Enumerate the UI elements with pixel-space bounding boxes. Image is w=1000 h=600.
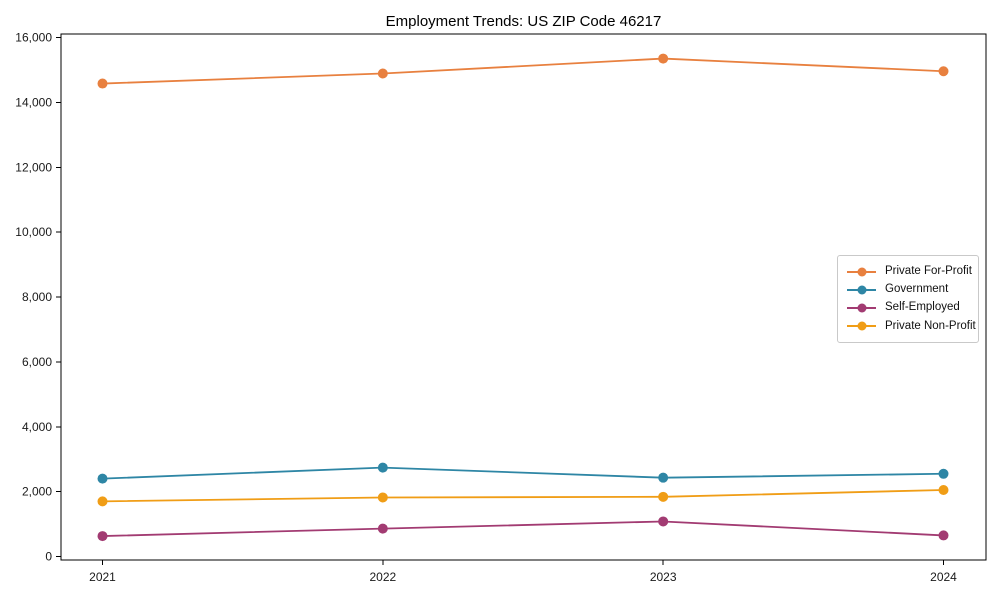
data-point-private-non-profit-2024	[938, 485, 949, 496]
y-tick-label: 14,000	[15, 95, 52, 109]
legend-label: Self-Employed	[885, 301, 960, 314]
legend-label: Government	[885, 283, 949, 296]
x-tick-label: 2021	[89, 570, 116, 584]
legend-item: Private Non-Profit	[847, 320, 976, 333]
axes: 0 2,000 4,000 6,000 8,000 10,000 12,000 14,000 1…	[15, 31, 987, 584]
y-tick-label: 4,000	[22, 420, 52, 434]
y-tick-label: 0	[45, 550, 52, 564]
legend-marker-icon	[847, 284, 876, 295]
data-point-private-for-profit-2022	[377, 68, 388, 79]
series-line-government	[102, 466, 944, 480]
y-tick-label: 16,000	[15, 31, 52, 45]
data-point-self-employed-2022	[377, 523, 388, 534]
data-point-private-non-profit-2022	[377, 492, 388, 503]
series-line-self-employed	[102, 520, 944, 537]
data-point-private-non-profit-2021	[97, 496, 108, 507]
y-tick-label: 8,000	[22, 290, 52, 304]
legend-item: Private For-Profit	[847, 264, 972, 278]
data-point-private-for-profit-2021	[97, 78, 108, 89]
series-line-private-for-profit	[102, 57, 944, 85]
x-tick-label: 2024	[930, 570, 957, 584]
legend-marker-icon	[847, 321, 876, 332]
legend-marker-icon	[847, 303, 876, 314]
y-tick-label: 10,000	[15, 225, 52, 239]
y-tick-label: 6,000	[22, 355, 52, 369]
data-point-private-for-profit-2024	[938, 66, 949, 77]
data-point-government-2022	[377, 462, 388, 473]
y-tick-label: 12,000	[15, 160, 52, 174]
data-point-self-employed-2023	[658, 516, 669, 527]
data-point-private-non-profit-2023	[658, 491, 669, 502]
x-tick-label: 2023	[650, 570, 677, 584]
data-point-government-2024	[938, 468, 949, 479]
data-point-government-2023	[658, 472, 669, 483]
data-point-self-employed-2021	[97, 531, 108, 542]
legend-item: Government	[847, 284, 969, 296]
data-point-private-for-profit-2023	[658, 53, 669, 64]
series-line-private-non-profit	[102, 489, 944, 503]
legend-marker-icon	[847, 266, 876, 277]
series-lines	[97, 53, 949, 542]
legend-label: Private Non-Profit	[885, 319, 976, 332]
legend: Private For-Profit Government Self-Employe…	[837, 255, 979, 343]
legend-item: Self-Employed	[847, 302, 969, 314]
data-point-government-2021	[97, 473, 108, 484]
x-tick-label: 2022	[369, 570, 396, 584]
chart-title: Employment Trends: US ZIP Code 46217	[386, 13, 662, 30]
legend-label: Private For-Profit	[885, 264, 972, 277]
y-tick-label: 2,000	[22, 485, 52, 499]
data-point-self-employed-2024	[938, 530, 949, 541]
